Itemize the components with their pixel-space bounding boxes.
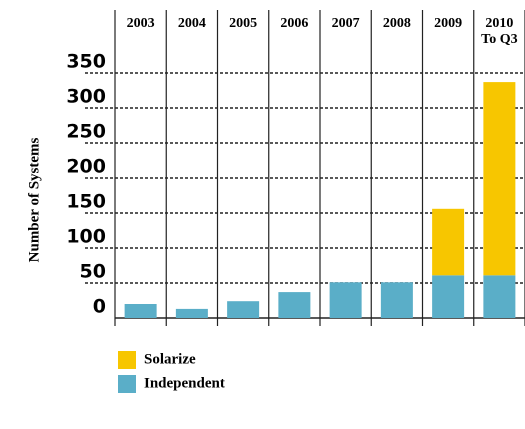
category-note: To Q3 (481, 32, 517, 47)
y-tick-label: 100 (66, 226, 106, 248)
bar-segment (380, 282, 413, 318)
bar-segment (227, 301, 260, 318)
bar-segment (432, 208, 465, 276)
legend-swatch (118, 375, 136, 393)
x-tick-label: 2009 (434, 16, 462, 31)
legend-swatch (118, 351, 136, 369)
legend-label: Solarize (144, 351, 196, 367)
bar-segment (175, 308, 208, 318)
x-tick-label: 2008 (383, 16, 411, 31)
y-tick-label: 250 (66, 121, 106, 143)
y-axis-title: Number of Systems (26, 137, 42, 262)
x-tick-label: 2007 (332, 16, 360, 31)
y-tick-label: 350 (66, 51, 106, 73)
y-tick-label: 150 (66, 191, 106, 213)
x-tick-label: 2003 (127, 16, 155, 31)
bar-segment (483, 82, 516, 276)
x-tick-label: 2010 (485, 16, 513, 31)
bar-segment (278, 292, 311, 318)
x-tick-label: 2004 (178, 16, 206, 31)
bar-segment (432, 275, 465, 318)
bar-segment (483, 275, 516, 318)
y-tick-label: 50 (80, 261, 106, 283)
x-tick-label: 2006 (280, 16, 308, 31)
y-tick-label: 300 (66, 86, 106, 108)
legend-label: Independent (144, 375, 225, 391)
bar-segment (124, 304, 157, 318)
y-tick-label: 200 (66, 156, 106, 178)
x-tick-label: 2005 (229, 16, 257, 31)
y-tick-label: 0 (93, 296, 106, 318)
bar-segment (329, 282, 362, 318)
